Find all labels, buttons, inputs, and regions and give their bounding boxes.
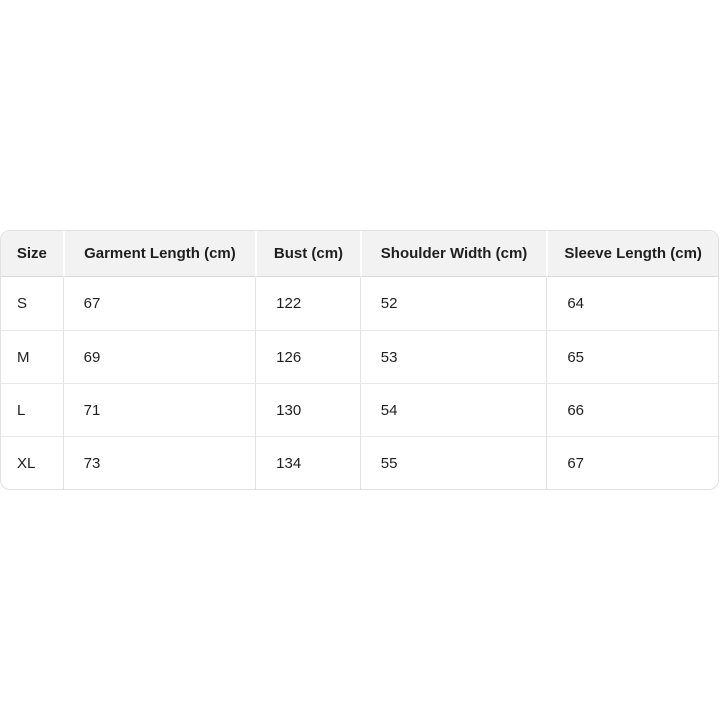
- cell-bust: 126: [255, 330, 360, 383]
- cell-size: M: [1, 330, 63, 383]
- cell-shoulder-width: 54: [359, 383, 547, 436]
- table-row-l: L 71 130 54 66: [1, 383, 718, 436]
- cell-garment-length: 71: [62, 383, 256, 436]
- cell-garment-length: 69: [62, 330, 256, 383]
- column-header-shoulder-width: Shoulder Width (cm): [359, 231, 547, 277]
- cell-sleeve-length: 64: [546, 277, 718, 330]
- cell-sleeve-length: 66: [546, 383, 718, 436]
- size-chart: Size Garment Length (cm) Bust (cm) Shoul…: [0, 230, 719, 490]
- cell-bust: 130: [255, 383, 360, 436]
- cell-shoulder-width: 55: [359, 436, 547, 489]
- cell-size: S: [1, 277, 63, 330]
- size-chart-table: Size Garment Length (cm) Bust (cm) Shoul…: [0, 230, 719, 490]
- table-row-m: M 69 126 53 65: [1, 330, 718, 383]
- cell-size: L: [1, 383, 63, 436]
- cell-bust: 122: [255, 277, 360, 330]
- column-header-size: Size: [1, 231, 63, 277]
- column-header-sleeve-length: Sleeve Length (cm): [546, 231, 718, 277]
- cell-shoulder-width: 52: [359, 277, 547, 330]
- cell-bust: 134: [255, 436, 360, 489]
- column-header-bust: Bust (cm): [255, 231, 360, 277]
- cell-garment-length: 73: [62, 436, 256, 489]
- table-row-s: S 67 122 52 64: [1, 277, 718, 330]
- cell-sleeve-length: 67: [546, 436, 718, 489]
- size-chart-header: Size Garment Length (cm) Bust (cm) Shoul…: [1, 231, 718, 277]
- size-chart-body: S 67 122 52 64 M 69 126 53 65 L 71 130 5…: [1, 277, 718, 489]
- column-header-garment-length: Garment Length (cm): [62, 231, 256, 277]
- header-row: Size Garment Length (cm) Bust (cm) Shoul…: [1, 231, 718, 277]
- cell-shoulder-width: 53: [359, 330, 547, 383]
- table-row-xl: XL 73 134 55 67: [1, 436, 718, 489]
- cell-size: XL: [1, 436, 63, 489]
- cell-sleeve-length: 65: [546, 330, 718, 383]
- cell-garment-length: 67: [62, 277, 256, 330]
